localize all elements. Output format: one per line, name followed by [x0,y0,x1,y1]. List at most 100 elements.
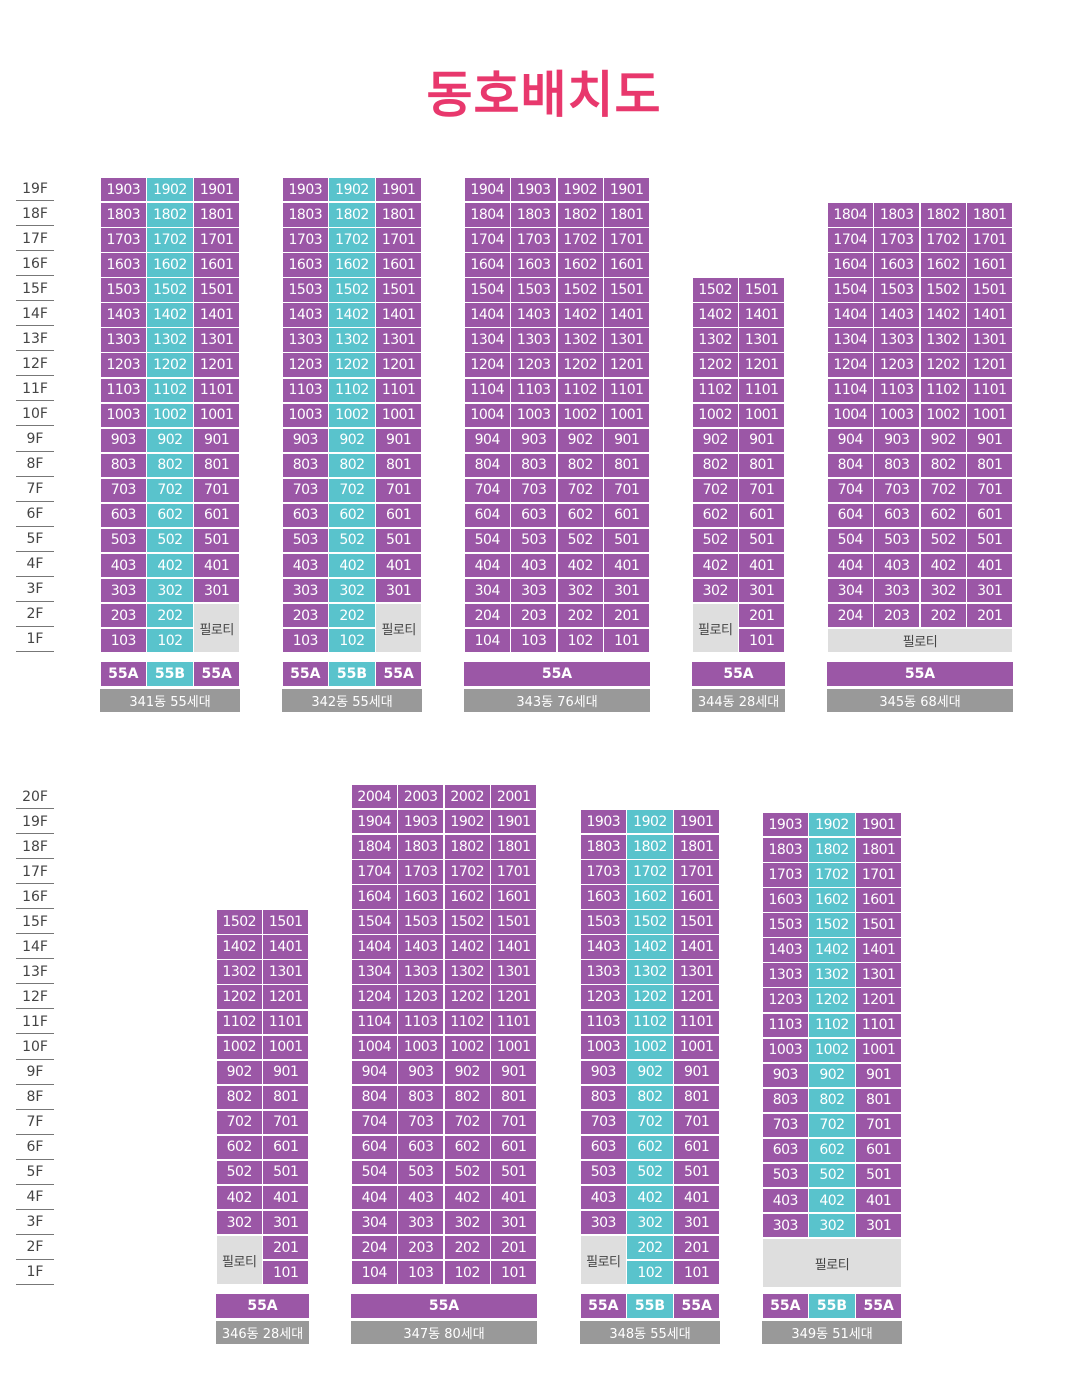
unit-cell: 1402 [329,303,375,327]
unit-cell: 704 [827,478,873,503]
unit-cell: 1501 [856,913,902,937]
unit-cell: 1801 [856,838,902,862]
unit-cell: 1503 [100,278,146,302]
unit-cell: 1602 [147,253,193,277]
unit-cell: 1601 [856,888,902,912]
unit-cell: 1603 [100,253,146,277]
unit-cell: 1403 [580,935,626,959]
unit-cell: 701 [967,478,1013,503]
unit-cell: 303 [511,578,557,603]
unit-cell: 904 [827,428,873,452]
unit-cell: 403 [762,1188,808,1213]
unit-cell: 703 [398,1110,444,1135]
unit-cell: 704 [351,1110,397,1135]
unit-cell: 803 [282,453,328,478]
unit-cell: 102 [557,629,603,653]
floor-label: 7F [16,1111,54,1135]
unit-cell: 703 [580,1110,626,1135]
unit-cell: 1001 [376,403,422,427]
unit-cell: 101 [263,1261,309,1285]
unit-cell: 803 [398,1085,444,1110]
unit-cell: 602 [557,503,603,528]
unit-cell: 1301 [491,960,537,984]
unit-type-label: 55A [827,662,1013,686]
unit-cell: 1703 [100,228,146,252]
unit-cell: 1902 [329,178,375,202]
unit-cell: 1501 [194,278,240,302]
unit-cell: 401 [376,553,422,578]
unit-cell: 603 [282,503,328,528]
unit-cell: 1203 [762,988,808,1012]
unit-cell: 1701 [967,228,1013,252]
unit-cell: 503 [874,528,920,553]
floor-label: 1F [16,1261,54,1285]
unit-cell: 501 [856,1163,902,1188]
unit-cell: 1902 [809,813,855,837]
unit-cell: 1903 [511,178,557,202]
floor-label: 11F [16,377,54,402]
unit-cell: 302 [216,1210,262,1235]
unit-type-label: 55B [627,1294,673,1318]
unit-cell: 1401 [263,935,309,959]
unit-cell: 1201 [263,985,309,1009]
unit-cell: 1701 [674,860,720,884]
unit-cell: 1203 [398,985,444,1009]
unit-cell: 1903 [282,178,328,202]
unit-cell: 802 [444,1085,490,1110]
unit-type-label: 55A [692,662,785,686]
unit-cell: 1302 [444,960,490,984]
unit-cell: 1301 [263,960,309,984]
unit-cell: 1202 [627,985,673,1009]
unit-cell: 402 [216,1185,262,1210]
unit-cell: 1601 [604,253,650,277]
unit-cell: 1003 [100,403,146,427]
unit-cell: 1202 [444,985,490,1009]
unit-cell: 1803 [282,203,328,227]
unit-cell: 903 [100,428,146,452]
unit-cell: 1501 [604,278,650,302]
unit-cell: 1703 [874,228,920,252]
unit-cell: 802 [216,1085,262,1110]
unit-cell: 601 [856,1138,902,1163]
unit-cell: 901 [856,1063,902,1087]
unit-cell: 1501 [674,910,720,934]
unit-cell: 701 [674,1110,720,1135]
unit-cell: 1201 [674,985,720,1009]
unit-cell: 101 [604,629,650,653]
unit-cell: 402 [692,553,738,578]
unit-type-label: 55A [674,1294,720,1318]
unit-cell: 1101 [604,378,650,402]
unit-cell: 403 [511,553,557,578]
unit-cell: 1103 [511,378,557,402]
unit-cell: 1801 [674,835,720,859]
unit-cell: 1201 [604,353,650,377]
unit-cell: 1603 [762,888,808,912]
unit-cell: 1401 [491,935,537,959]
unit-cell: 102 [444,1261,490,1285]
unit-cell: 2001 [491,785,537,809]
unit-cell: 1303 [874,328,920,352]
unit-cell: 501 [263,1160,309,1185]
unit-cell: 904 [351,1060,397,1084]
unit-cell: 1402 [557,303,603,327]
unit-cell: 1503 [874,278,920,302]
unit-cell: 801 [194,453,240,478]
floor-label: 10F [16,1036,54,1060]
unit-cell: 303 [580,1210,626,1235]
unit-cell: 1201 [194,353,240,377]
unit-cell: 603 [762,1138,808,1163]
unit-cell: 703 [762,1113,808,1138]
unit-cell: 104 [351,1261,397,1285]
building-name: 348동 55세대 [580,1321,720,1344]
unit-cell: 202 [329,603,375,628]
piloti-block: 필로티 [762,1238,902,1288]
unit-cell: 102 [627,1261,673,1285]
unit-cell: 1201 [856,988,902,1012]
unit-cell: 1802 [809,838,855,862]
unit-cell: 801 [739,453,785,478]
unit-cell: 1101 [194,378,240,402]
unit-cell: 201 [739,603,785,628]
unit-cell: 1604 [827,253,873,277]
floor-label: 16F [16,885,54,910]
unit-cell: 404 [351,1185,397,1210]
